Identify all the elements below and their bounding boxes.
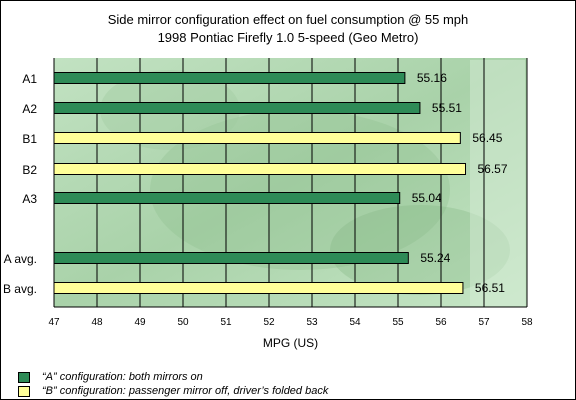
plot-background xyxy=(54,58,527,307)
legend-swatch-a xyxy=(18,371,30,383)
category-label: B1 xyxy=(22,132,37,146)
bar xyxy=(53,132,461,144)
x-tick-label: 57 xyxy=(478,317,490,328)
x-tick-label: 55 xyxy=(392,317,404,328)
chart-subtitle: 1998 Pontiac Firefly 1.0 5-speed (Geo Me… xyxy=(157,30,419,45)
x-tick-label: 54 xyxy=(349,317,361,328)
value-labels: 55.16 55.51 56.45 56.57 55.04 55.24 56.51 xyxy=(412,71,508,295)
category-label: A2 xyxy=(22,102,37,116)
legend-item-b: “B” configuration: passenger mirror off,… xyxy=(18,384,328,398)
bg-highlight-shape xyxy=(470,60,525,306)
value-label: 56.57 xyxy=(478,162,508,176)
category-label: A3 xyxy=(22,192,37,206)
legend-swatch-b xyxy=(18,385,30,397)
bar xyxy=(53,192,401,204)
bar xyxy=(53,102,421,114)
bar xyxy=(53,282,464,294)
x-tick-label: 58 xyxy=(521,317,533,328)
x-tick-label: 50 xyxy=(177,317,189,328)
bars xyxy=(53,72,467,294)
bg-wheel-shape xyxy=(330,205,510,295)
category-labels: A1 A2 B1 B2 A3 A avg. B avg. xyxy=(3,72,37,296)
chart-title: Side mirror configuration effect on fuel… xyxy=(107,12,469,27)
category-label: A1 xyxy=(22,72,37,86)
x-tick-label: 53 xyxy=(306,317,318,328)
value-label: 55.51 xyxy=(432,101,462,115)
gridlines xyxy=(96,58,528,307)
bg-car-body-shape xyxy=(150,110,450,270)
x-tick-label: 51 xyxy=(220,317,232,328)
x-tick-label: 48 xyxy=(91,317,103,328)
bar xyxy=(53,163,467,175)
x-tick-label: 47 xyxy=(48,317,60,328)
category-label: A avg. xyxy=(4,252,37,266)
legend-label-a: “A” configuration: both mirrors on xyxy=(42,371,203,383)
value-label: 55.04 xyxy=(412,191,442,205)
category-label: B avg. xyxy=(3,282,37,296)
value-label: 55.16 xyxy=(417,71,447,85)
value-label: 55.24 xyxy=(420,251,450,265)
x-tick-label: 56 xyxy=(435,317,447,328)
value-label: 56.45 xyxy=(472,131,502,145)
x-axis-title: MPG (US) xyxy=(263,336,318,350)
x-tick-label: 49 xyxy=(134,317,146,328)
value-label: 56.51 xyxy=(475,281,505,295)
legend-item-a: “A” configuration: both mirrors on xyxy=(18,370,203,384)
legend-label-b: “B” configuration: passenger mirror off,… xyxy=(42,385,329,397)
x-tick-label: 52 xyxy=(263,317,275,328)
x-tick-labels: 47 48 49 50 51 52 53 54 55 56 57 58 xyxy=(48,317,533,328)
bar xyxy=(53,72,406,84)
bar xyxy=(53,252,409,264)
category-label: B2 xyxy=(22,163,37,177)
